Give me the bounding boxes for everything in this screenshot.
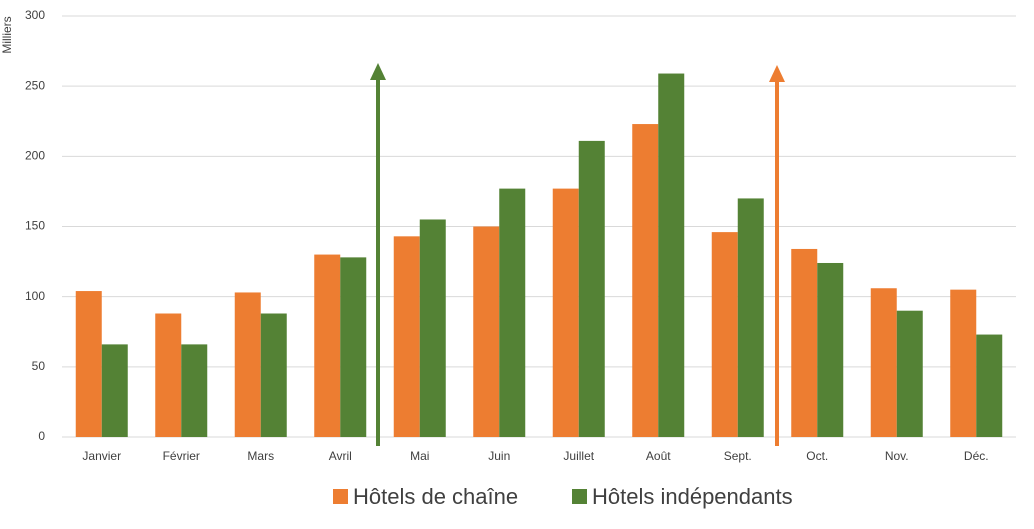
y-tick-label: 300 xyxy=(25,8,45,22)
bar xyxy=(419,219,446,437)
y-tick-label: 150 xyxy=(25,219,45,233)
bar xyxy=(234,292,261,437)
bar xyxy=(473,226,500,437)
bar xyxy=(737,198,764,437)
legend-swatch xyxy=(333,489,348,504)
y-tick-label: 250 xyxy=(25,78,45,92)
bar xyxy=(181,344,208,437)
y-tick-label: 0 xyxy=(38,429,45,443)
x-tick-label: Juin xyxy=(488,449,510,463)
bar xyxy=(260,313,287,437)
bar xyxy=(314,254,341,437)
bar xyxy=(896,310,923,437)
legend-label: Hôtels de chaîne xyxy=(353,484,518,509)
x-tick-label: Mai xyxy=(410,449,429,463)
bar xyxy=(976,334,1003,437)
x-tick-label: Avril xyxy=(329,449,352,463)
bar xyxy=(632,124,659,437)
arrow-head xyxy=(370,63,386,80)
y-axis-label: Milliers xyxy=(0,16,14,53)
legend-label: Hôtels indépendants xyxy=(592,484,793,509)
y-tick-label: 200 xyxy=(25,149,45,163)
arrow-head xyxy=(769,65,785,82)
x-tick-label: Déc. xyxy=(964,449,989,463)
bar xyxy=(499,188,526,437)
bar xyxy=(950,289,977,437)
bar xyxy=(101,344,128,437)
x-tick-label: Nov. xyxy=(885,449,909,463)
bar xyxy=(711,232,738,437)
bar xyxy=(658,73,685,437)
y-tick-label: 50 xyxy=(32,359,46,373)
x-tick-label: Sept. xyxy=(724,449,752,463)
x-tick-label: Février xyxy=(163,449,200,463)
bar xyxy=(155,313,182,437)
bar xyxy=(870,288,897,437)
x-tick-label: Août xyxy=(646,449,671,463)
x-tick-label: Mars xyxy=(247,449,274,463)
bar xyxy=(578,140,605,437)
bar xyxy=(817,262,844,437)
legend: Hôtels de chaîne Hôtels indépendants xyxy=(333,484,793,509)
x-tick-label: Juillet xyxy=(563,449,594,463)
x-tick-label: Janvier xyxy=(82,449,121,463)
bar xyxy=(791,248,818,437)
y-tick-label: 100 xyxy=(25,289,45,303)
bar xyxy=(552,188,579,437)
bar xyxy=(340,257,367,437)
bar xyxy=(75,291,102,437)
legend-swatch xyxy=(572,489,587,504)
arrows xyxy=(370,63,785,446)
plot-area: 0 50 100 150 200 250 300 Janvier Février Mars Avri… xyxy=(25,8,1016,463)
x-tick-label: Oct. xyxy=(806,449,828,463)
bar xyxy=(393,236,420,437)
